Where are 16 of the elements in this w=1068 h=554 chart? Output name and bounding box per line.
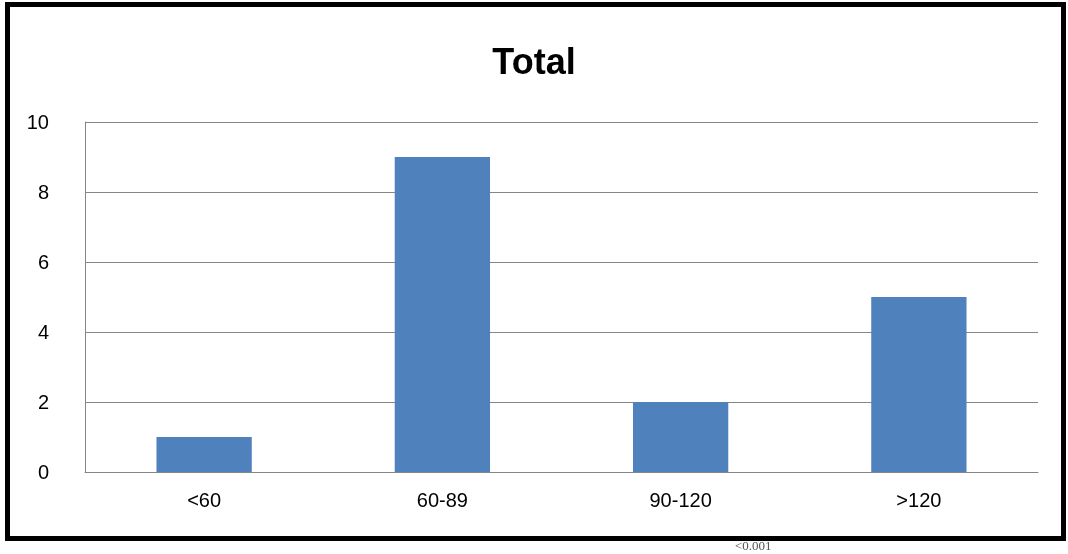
x-tick-label: <60 [187,489,222,511]
x-tick-label: 90-120 [649,489,712,511]
text: <0.001 [735,538,772,553]
bar [632,402,729,472]
bar [156,437,252,472]
y-tick-label: 0 [37,461,49,483]
x-tick-label: >120 [896,489,942,511]
y-tick-label: 2 [37,391,49,413]
y-tick-label: 10 [26,111,49,133]
bar [871,297,967,472]
y-tick-label: 6 [37,251,49,273]
y-tick-label: 4 [37,321,49,343]
chart-title: Total [492,40,576,82]
x-tick-label: 60-89 [416,489,468,511]
bar [394,157,491,472]
y-tick-label: 8 [37,181,49,203]
